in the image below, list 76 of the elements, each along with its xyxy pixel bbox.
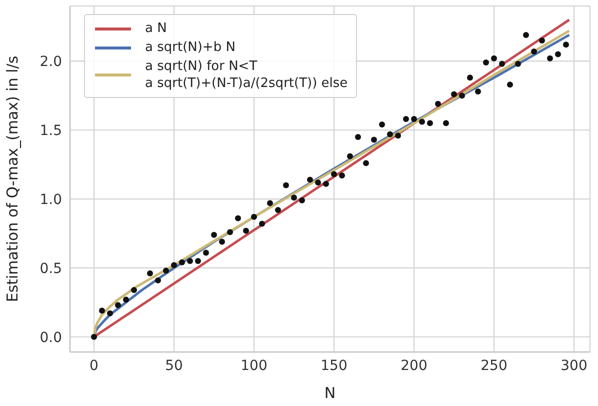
point	[563, 42, 569, 48]
x-tick-label: 150	[320, 358, 348, 374]
point	[227, 229, 233, 236]
x-tick-label: 0	[90, 358, 98, 374]
point	[483, 60, 489, 66]
y-tick-label: 2.0	[40, 54, 62, 70]
point	[251, 214, 257, 220]
point	[443, 120, 449, 126]
point	[515, 60, 521, 67]
point	[387, 131, 393, 138]
x-tick-label: 250	[480, 358, 508, 374]
point	[323, 180, 329, 187]
point	[531, 48, 537, 54]
point	[219, 238, 225, 245]
point	[539, 37, 545, 44]
point	[235, 215, 241, 222]
point	[299, 197, 305, 204]
point	[171, 262, 177, 268]
legend-label: a sqrt(N)+b N	[145, 39, 236, 56]
point	[291, 194, 297, 201]
point	[243, 228, 249, 234]
point	[331, 171, 337, 178]
point	[435, 100, 441, 107]
point	[275, 207, 281, 214]
x-tick-label: 300	[560, 358, 588, 374]
point	[491, 55, 497, 62]
point	[155, 277, 161, 284]
point	[419, 118, 425, 125]
point	[363, 160, 369, 166]
point	[267, 200, 273, 206]
point	[131, 286, 137, 293]
point	[259, 220, 265, 227]
y-tick-label: 1.5	[40, 123, 62, 140]
y-tick-label: 0.5	[40, 260, 62, 277]
y-tick-label: 1.0	[40, 192, 62, 208]
point	[475, 88, 481, 94]
point	[507, 82, 513, 88]
point	[107, 310, 113, 316]
point	[195, 258, 201, 264]
y-tick-label: 0.0	[40, 330, 62, 346]
point	[379, 122, 385, 128]
point	[371, 136, 377, 143]
point	[187, 258, 193, 264]
point	[499, 60, 505, 67]
y-axis-title: Estimation of Q-max_(max) in l/s	[3, 56, 22, 302]
x-axis-title: N	[324, 384, 336, 402]
point	[203, 250, 209, 256]
point	[163, 268, 169, 274]
legend-label: a N	[145, 20, 167, 37]
point	[411, 116, 417, 122]
point	[347, 153, 353, 160]
point	[355, 134, 361, 140]
x-tick-label: 50	[165, 358, 183, 374]
point	[427, 120, 433, 126]
point	[147, 270, 153, 276]
point	[179, 259, 185, 266]
point	[403, 116, 409, 122]
x-tick-label: 200	[400, 358, 428, 374]
point	[547, 55, 553, 62]
point	[315, 179, 321, 186]
point	[123, 296, 129, 303]
point	[91, 334, 97, 340]
point	[211, 232, 217, 238]
point	[467, 74, 473, 81]
point	[451, 91, 457, 98]
point	[395, 132, 401, 139]
legend-label: a sqrt(N) for N<T a sqrt(T)+(N-T)a/(2sqrt(T)) else	[145, 58, 348, 92]
point	[459, 92, 465, 99]
point	[99, 308, 105, 314]
point	[283, 182, 289, 188]
point	[339, 172, 345, 179]
point	[523, 32, 529, 38]
point	[555, 51, 561, 58]
point	[307, 176, 313, 183]
x-tick-label: 100	[240, 358, 268, 374]
point	[115, 302, 121, 308]
